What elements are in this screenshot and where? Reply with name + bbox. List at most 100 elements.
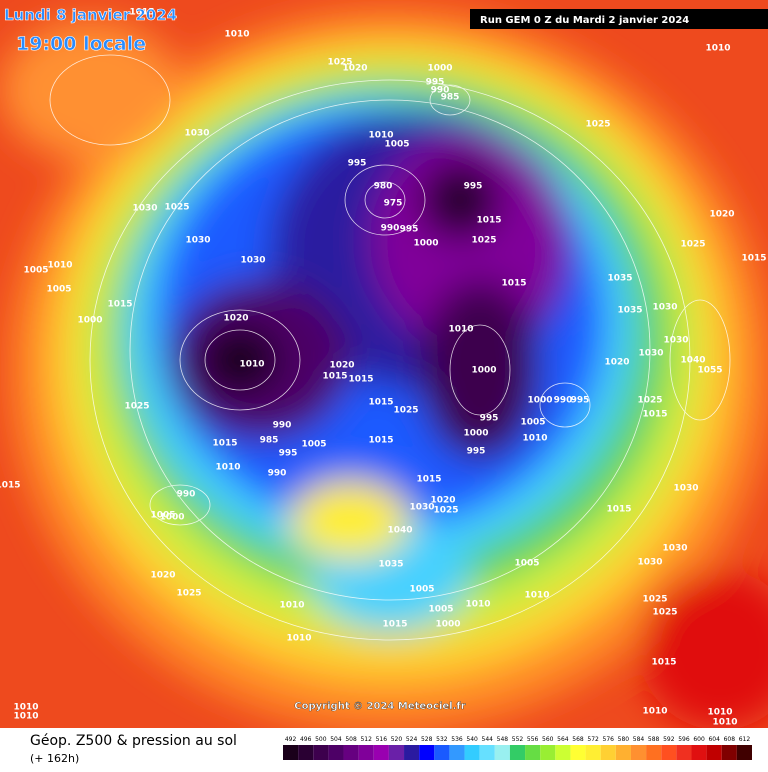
isobar-label: 1015: [348, 375, 373, 385]
isobar-label: 1040: [680, 356, 705, 366]
color-swatch: [434, 745, 450, 760]
isobar-label: 1020: [342, 64, 367, 74]
colorbar-label: 520: [391, 736, 403, 743]
isobar-label: 1055: [697, 366, 722, 376]
isobar-label: 1000: [77, 316, 102, 326]
colorbar-label: 556: [527, 736, 539, 743]
isobar-label: 1010: [465, 600, 490, 610]
isobar-label: 1000: [463, 429, 488, 439]
colorbar-label: 580: [618, 736, 630, 743]
isobar-label: 1025: [642, 595, 667, 605]
isobar-label: 990: [554, 396, 573, 406]
isobar-label: 995: [480, 414, 499, 424]
isobar-label: 1015: [416, 475, 441, 485]
isobar-label: 1010: [707, 708, 732, 718]
colorbar-label: 564: [557, 736, 569, 743]
colorbar-label: 504: [330, 736, 342, 743]
isobar-label: 1015: [322, 372, 347, 382]
isobar-label: 1005: [409, 585, 434, 595]
colorbar-label: 512: [360, 736, 372, 743]
isobar-label: 990: [431, 86, 450, 96]
isobar-label: 1005: [384, 140, 409, 150]
footer-lead: (+ 162h): [30, 752, 79, 765]
isobar-label: 1005: [46, 285, 71, 295]
colorbar-label: 496: [300, 736, 312, 743]
colorbar-label: 508: [345, 736, 357, 743]
color-swatch: [328, 745, 344, 760]
color-swatch: [585, 745, 601, 760]
colorbar-label: 536: [451, 736, 463, 743]
color-swatch: [298, 745, 314, 760]
isobar-label: 1005: [150, 511, 175, 521]
colorbar-label: 552: [512, 736, 524, 743]
colorbar-label: 560: [542, 736, 554, 743]
color-swatch: [313, 745, 329, 760]
isobar-label: 1025: [471, 236, 496, 246]
color-swatch: [464, 745, 480, 760]
isobar-label: 1010: [239, 360, 264, 370]
isobar-label: 1025: [680, 240, 705, 250]
color-swatch: [388, 745, 405, 760]
isobar-label: 1030: [132, 204, 157, 214]
isobar-label: 1015: [212, 439, 237, 449]
colorbar-label: 540: [466, 736, 478, 743]
color-swatch: [706, 745, 722, 760]
isobar-label: 1030: [240, 256, 265, 266]
isobar-label: 1010: [224, 30, 249, 40]
isobar-label: 1010: [47, 261, 72, 271]
isobar-label: 1030: [409, 503, 434, 513]
isobar-label: 1030: [662, 544, 687, 554]
isobar-label: 1030: [184, 129, 209, 139]
isobar-label: 1010: [286, 634, 311, 644]
isobar-label: 1005: [520, 418, 545, 428]
isobar-label: 995: [279, 449, 298, 459]
color-swatch: [661, 745, 677, 760]
color-swatch: [343, 745, 359, 760]
colorbar-label: 584: [633, 736, 645, 743]
isobar-label: 980: [374, 182, 393, 192]
color-swatch: [494, 745, 510, 760]
colorbar-label: 500: [315, 736, 327, 743]
color-swatch: [479, 745, 495, 760]
isobar-label: 1020: [430, 496, 455, 506]
isobar-label: 1010: [215, 463, 240, 473]
color-swatch: [736, 745, 752, 760]
isobar-label: 995: [571, 396, 590, 406]
colorbar-label: 548: [497, 736, 509, 743]
isobar-label: 1015: [476, 216, 501, 226]
isobar-label: 1000: [471, 366, 496, 376]
run-info: Run GEM 0 Z du Mardi 2 janvier 2024: [480, 15, 689, 26]
isobar-label: 1015: [368, 436, 393, 446]
isobar-label: 1015: [129, 8, 154, 18]
colorbar-label: 604: [708, 736, 720, 743]
isobar-label: 990: [268, 469, 287, 479]
copyright: Copyright © 2024 Meteociel.fr: [294, 701, 465, 712]
isobar-label: 995: [464, 182, 483, 192]
isobar-label: 1020: [604, 358, 629, 368]
color-swatch: [449, 745, 465, 760]
isobar-label: 1025: [393, 406, 418, 416]
color-swatch: [404, 745, 420, 760]
isobar-label: 990: [177, 490, 196, 500]
isobar-label: 1015: [606, 505, 631, 515]
isobar-label: 1005: [514, 559, 539, 569]
isobar-label: 1035: [607, 274, 632, 284]
isobar-label: 1035: [617, 306, 642, 316]
isobar-label: 1035: [378, 560, 403, 570]
isobar-label: 1010: [712, 718, 737, 728]
isobar-label: 1025: [124, 402, 149, 412]
isobar-label: 1025: [652, 608, 677, 618]
color-swatch: [691, 745, 707, 760]
isobar-label: 1010: [524, 591, 549, 601]
valid-date: Lundi 8 janvier 2024: [4, 6, 177, 24]
footer-title: Géop. Z500 & pression au sol: [30, 733, 237, 749]
isobar-label: 1010: [642, 707, 667, 717]
isobars: [49, 54, 731, 641]
color-swatch: [509, 745, 526, 760]
colorbar-label: 528: [421, 736, 433, 743]
color-swatch: [540, 745, 556, 760]
isobar-label: 1005: [428, 605, 453, 615]
isobar-label: 1015: [0, 481, 21, 491]
color-swatch: [555, 745, 571, 760]
